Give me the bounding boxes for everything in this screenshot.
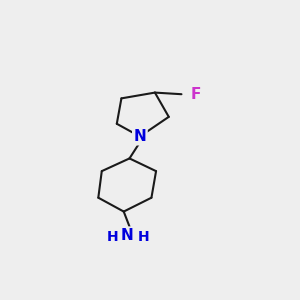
Text: N: N <box>134 129 146 144</box>
Text: N: N <box>121 228 134 243</box>
Text: H: H <box>137 230 149 244</box>
Text: H: H <box>106 230 118 244</box>
Text: F: F <box>190 87 200 102</box>
